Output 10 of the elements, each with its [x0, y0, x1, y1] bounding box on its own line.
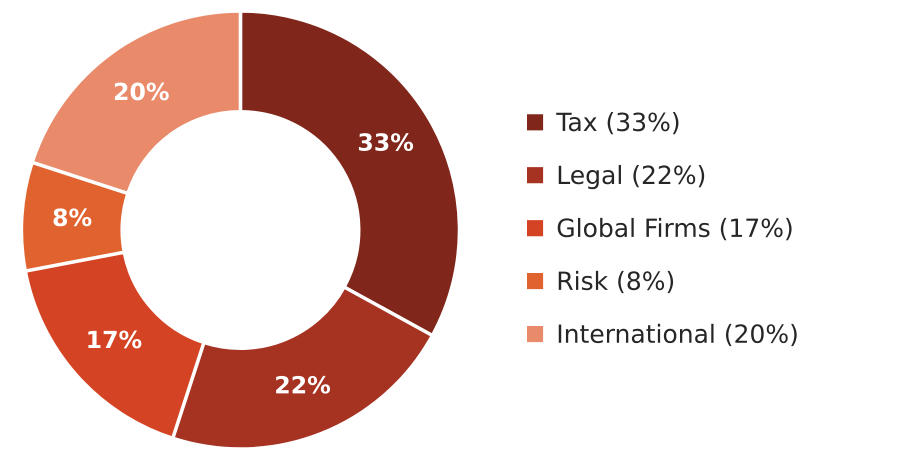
data-label: 8%	[54, 208, 92, 226]
legend-label: Global Firms (17%)	[558, 218, 792, 240]
data-label: 33%	[358, 133, 414, 151]
data-label: 20%	[114, 82, 169, 100]
data-label: 17%	[88, 330, 142, 348]
data-label: 22%	[276, 376, 330, 394]
legend-label: Legal (22%)	[558, 164, 704, 190]
legend-label: Tax (33%)	[556, 112, 678, 134]
legend-label: Risk (8%)	[558, 270, 674, 294]
legend-label: International (20%)	[558, 324, 797, 346]
